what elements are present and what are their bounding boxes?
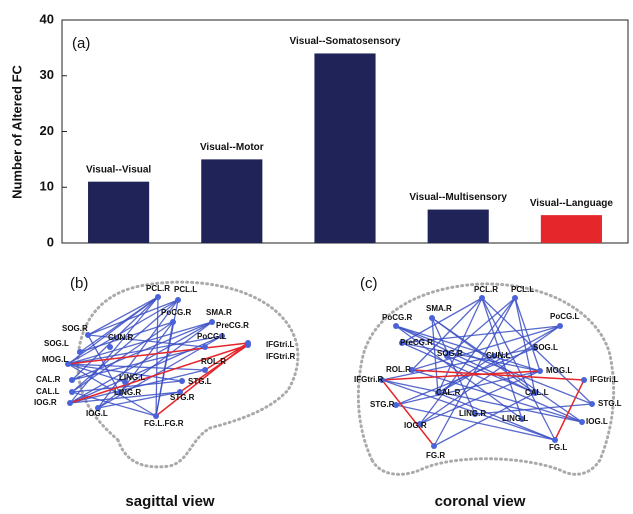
bar: [88, 182, 149, 243]
node-label: SOG.L: [44, 339, 69, 348]
node-label: CUN.L: [486, 351, 511, 360]
connection: [475, 404, 592, 414]
node: [479, 295, 485, 301]
node: [589, 401, 595, 407]
node: [209, 319, 215, 325]
node: [67, 400, 73, 406]
y-tick-label: 0: [47, 234, 54, 249]
node-label: STG.R: [170, 393, 195, 402]
node-label: CAL.R: [436, 388, 461, 397]
y-tick-label: 40: [40, 11, 54, 26]
node-label: PoCG.L: [550, 312, 579, 321]
node-label: IOG.R: [404, 421, 427, 430]
bar: [201, 159, 262, 243]
node-label: FG.R: [426, 451, 445, 460]
node: [179, 378, 185, 384]
node-label: SMA.R: [206, 308, 232, 317]
y-tick-label: 10: [40, 179, 54, 194]
node-label: PoCG.R: [382, 313, 412, 322]
node: [581, 377, 587, 383]
y-tick-label: 30: [40, 67, 54, 82]
panel-label: (b): [70, 275, 88, 292]
node: [155, 294, 161, 300]
node: [429, 315, 435, 321]
figure: Number of Altered FC (a) 0 10 20 30 40 Visual…: [0, 0, 633, 514]
node-label: FG.L: [549, 443, 567, 452]
view-caption: coronal view: [435, 493, 526, 510]
node: [579, 419, 585, 425]
node-label: LING.R: [459, 409, 486, 418]
node-label: PCL.L: [174, 285, 197, 294]
node-label: IFGtri.L: [590, 375, 619, 384]
panel-label: (c): [360, 275, 378, 292]
bar: [428, 210, 489, 243]
node: [77, 349, 83, 355]
connection: [68, 322, 212, 364]
node: [557, 323, 563, 329]
view-caption: sagittal view: [125, 493, 215, 510]
node: [537, 368, 543, 374]
node-label: SOG.L: [533, 343, 558, 352]
node-label: STG.L: [188, 377, 212, 386]
node-label: IFGtri.R: [354, 375, 384, 384]
node-label: LING.L: [119, 373, 145, 382]
node-label: PCL.L: [511, 285, 534, 294]
node: [69, 389, 75, 395]
node-label: CAL.L: [36, 387, 60, 396]
category-label: Visual--Somatosensory: [290, 36, 401, 47]
node: [69, 377, 75, 383]
connection-language: [555, 380, 584, 440]
node: [170, 319, 176, 325]
node-label: PCL.R: [146, 284, 170, 293]
node-label: PoCG.R: [161, 308, 191, 317]
node-label: LING.R: [114, 388, 141, 397]
node-label: IFGtri.R: [266, 352, 296, 361]
node-label: FG.L.FG.R: [144, 419, 184, 428]
node-label: MOG.L: [42, 355, 68, 364]
node-label: CAL.L: [525, 388, 549, 397]
node: [512, 295, 518, 301]
node: [175, 297, 181, 303]
node: [202, 367, 208, 373]
node-label: IOG.R: [34, 398, 57, 407]
node-label: ROL.R: [386, 365, 411, 374]
node-label: LING.L: [502, 414, 528, 423]
y-tick-label: 20: [40, 123, 54, 138]
node: [552, 437, 558, 443]
node-label: CAL.R: [36, 375, 61, 384]
bar: [314, 53, 375, 243]
category-label: Visual--Visual: [86, 164, 151, 175]
category-label: Visual--Language: [530, 198, 614, 209]
node-label: ROL.R: [201, 357, 226, 366]
connection: [447, 298, 515, 356]
node-label: PreCG.R: [216, 321, 249, 330]
node-label: PoCG.L: [197, 332, 226, 341]
node-label: STG.R: [370, 400, 395, 409]
category-label: Visual--Multisensory: [409, 192, 507, 203]
node-label: PCL.R: [474, 285, 498, 294]
node-label: SMA.R: [426, 304, 452, 313]
node-label: CUN.R: [108, 333, 134, 342]
node: [393, 323, 399, 329]
connection: [156, 297, 158, 416]
node-label: STG.L: [598, 399, 622, 408]
category-label: Visual--Motor: [200, 142, 264, 153]
connection: [88, 297, 158, 335]
node-label: MOG.L: [546, 366, 572, 375]
node: [431, 443, 437, 449]
node-label: IOG.L: [86, 409, 108, 418]
node-label: SOG.R: [62, 324, 88, 333]
node: [153, 413, 159, 419]
node-label: PreCG.R: [400, 338, 433, 347]
node: [202, 344, 208, 350]
panel-label: (a): [72, 35, 90, 52]
bar: [541, 215, 602, 243]
node: [245, 342, 251, 348]
node-label: IOG.L: [586, 417, 608, 426]
node-label: SOG.R: [437, 349, 463, 358]
node: [107, 344, 113, 350]
node-label: IFGtri.L: [266, 340, 295, 349]
y-axis-label: Number of Altered FC: [9, 64, 24, 198]
